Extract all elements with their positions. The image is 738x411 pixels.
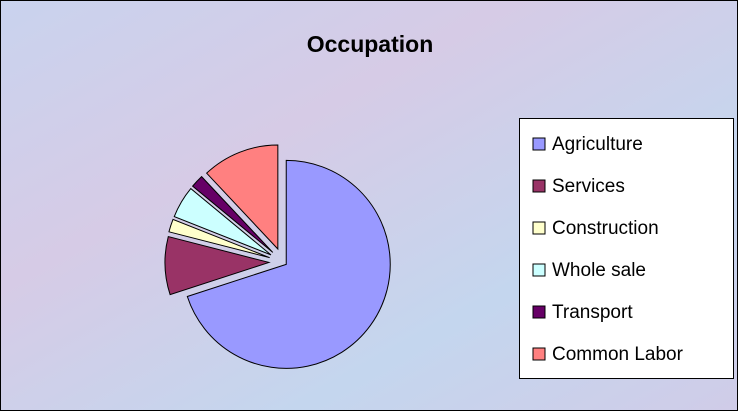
legend-label: Transport: [552, 302, 633, 323]
legend-label: Common Labor: [552, 344, 684, 365]
legend-label: Services: [552, 176, 625, 197]
legend-swatch: [532, 137, 546, 151]
pie-slice: [186, 159, 391, 369]
pie-slice: [205, 144, 279, 251]
legend-swatch: [532, 305, 546, 319]
pie-slice: [191, 175, 274, 253]
legend-label: Whole sale: [552, 260, 646, 281]
legend-swatch: [532, 263, 546, 277]
pie-slice: [168, 218, 270, 259]
legend-swatch: [532, 347, 546, 361]
legend-label: Construction: [552, 218, 659, 239]
legend: [519, 118, 734, 379]
legend-swatch: [532, 221, 546, 235]
chart-title: Occupation: [307, 31, 434, 57]
pie-slice: [164, 235, 271, 296]
legend-label: Agriculture: [552, 134, 643, 155]
pie-slice: [173, 187, 272, 256]
legend-swatch: [532, 179, 546, 193]
